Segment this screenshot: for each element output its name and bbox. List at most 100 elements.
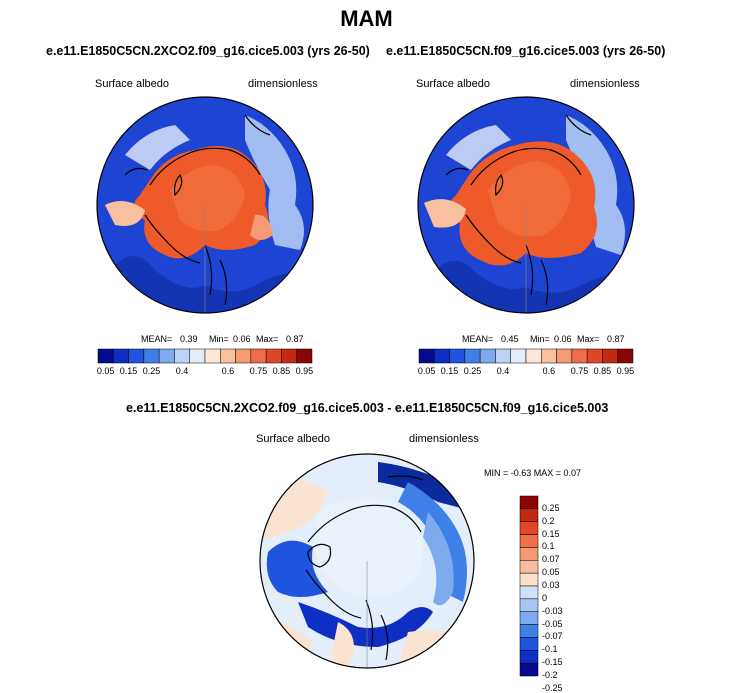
- colorbar-swatch: [519, 611, 539, 625]
- colorbar-tick-label: -0.03: [542, 605, 563, 616]
- colorbar-tick-label: -0.2: [542, 670, 558, 680]
- colorbar-tick-label: 0.05: [542, 567, 560, 578]
- colorbar-swatch: [464, 348, 481, 364]
- colorbar-tick-label: 0.15: [542, 528, 560, 539]
- colorbar-swatch: [519, 534, 539, 548]
- diff-variable-label: Surface albedo: [256, 433, 330, 445]
- colorbar-swatch: [158, 348, 175, 364]
- colorbar-tick-label: 0.6: [221, 366, 235, 376]
- left-mean-label: MEAN=: [141, 334, 173, 344]
- colorbar-swatch: [113, 348, 129, 364]
- colorbar-swatch: [128, 348, 145, 364]
- colorbar-tick-label: -0.25: [542, 682, 563, 693]
- colorbar-swatch: [541, 348, 557, 364]
- right-case-title: e.e11.E1850C5CN.f09_g16.cice5.003 (yrs 2…: [386, 44, 666, 58]
- right-min-label: Min=: [530, 334, 550, 344]
- colorbar-swatch: [556, 348, 573, 364]
- right-polar-map: [417, 96, 635, 314]
- left-max-value: 0.87: [286, 334, 304, 344]
- colorbar-swatch: [519, 624, 539, 638]
- left-units-label: dimensionless: [248, 78, 318, 90]
- colorbar-tick-label: 0.25: [142, 366, 161, 376]
- right-max-value: 0.87: [607, 334, 625, 344]
- colorbar-tick-label: 0.95: [616, 366, 635, 376]
- right-min-value: 0.06: [554, 334, 572, 344]
- colorbar-tick-label: 0.15: [440, 366, 459, 376]
- colorbar-tick-label: 0.25: [463, 366, 482, 376]
- colorbar-tick-label: -0.1: [542, 644, 558, 655]
- colorbar-tick-label: 0.03: [542, 580, 560, 590]
- colorbar-tick-label: 0.07: [542, 554, 560, 565]
- colorbar-tick-label: 0.6: [542, 366, 556, 376]
- colorbar-swatch: [519, 598, 539, 612]
- diff-range-text: MIN = -0.63 MAX = 0.07: [484, 468, 582, 478]
- colorbar-swatch: [519, 560, 539, 574]
- colorbar-swatch: [143, 348, 160, 364]
- colorbar-swatch: [418, 348, 435, 364]
- colorbar-swatch: [204, 348, 221, 364]
- colorbar-tick-label: 0.75: [570, 366, 589, 376]
- colorbar-swatch: [519, 547, 539, 561]
- colorbar-swatch: [250, 348, 267, 364]
- left-colorbar: [97, 348, 313, 364]
- colorbar-swatch: [281, 348, 297, 364]
- colorbar-swatch: [525, 348, 542, 364]
- left-max-label: Max=: [256, 334, 279, 344]
- right-colorbar-labels: 0.05 0.15 0.25 0.4 0.6 0.75 0.85 0.95: [418, 366, 635, 378]
- colorbar-swatch: [97, 348, 114, 364]
- figure-title: MAM: [340, 6, 393, 31]
- colorbar-tick-label: 0.95: [295, 366, 314, 376]
- left-mean-value: 0.39: [180, 334, 198, 344]
- colorbar-swatch: [519, 662, 539, 677]
- left-variable-label: Surface albedo: [95, 78, 169, 90]
- colorbar-tick-label: 0.25: [542, 502, 560, 513]
- right-mean-value: 0.45: [501, 334, 519, 344]
- colorbar-tick-label: 0.1: [542, 541, 555, 552]
- colorbar-swatch: [519, 650, 539, 664]
- colorbar-tick-label: 0.15: [119, 366, 138, 376]
- colorbar-swatch: [479, 348, 496, 364]
- right-variable-label: Surface albedo: [416, 78, 490, 90]
- right-units-label: dimensionless: [570, 78, 640, 90]
- colorbar-swatch: [235, 348, 252, 364]
- colorbar-tick-label: -0.05: [542, 618, 563, 629]
- colorbar-swatch: [220, 348, 236, 364]
- colorbar-swatch: [602, 348, 618, 364]
- left-colorbar-labels: 0.05 0.15 0.25 0.4 0.6 0.75 0.85 0.95: [96, 366, 314, 378]
- colorbar-swatch: [519, 521, 539, 535]
- colorbar-swatch: [449, 348, 466, 364]
- right-colorbar: [418, 348, 634, 364]
- left-polar-map: [96, 96, 314, 314]
- right-max-label: Max=: [577, 334, 600, 344]
- diff-polar-map: [259, 453, 475, 669]
- colorbar-swatch: [519, 495, 539, 510]
- diff-colorbar-labels: 0.25 0.2 0.15 0.1 0.07 0.05 0.03 0 -0.03 -0.05 -0.…: [542, 496, 582, 693]
- colorbar-tick-label: 0.85: [593, 366, 612, 376]
- colorbar-tick-label: 0.05: [96, 366, 115, 376]
- colorbar-swatch: [189, 348, 206, 364]
- colorbar-swatch: [519, 508, 539, 522]
- colorbar-swatch: [617, 348, 634, 364]
- colorbar-tick-label: 0.4: [496, 366, 510, 376]
- left-min-value: 0.06: [233, 334, 251, 344]
- left-min-label: Min=: [209, 334, 229, 344]
- colorbar-swatch: [510, 348, 527, 364]
- colorbar-tick-label: 0: [542, 592, 548, 603]
- colorbar-swatch: [519, 585, 539, 600]
- colorbar-swatch: [519, 637, 539, 651]
- colorbar-swatch: [519, 572, 539, 587]
- colorbar-tick-label: 0.85: [272, 366, 291, 376]
- colorbar-swatch: [296, 348, 313, 364]
- diff-title: e.e11.E1850C5CN.2XCO2.f09_g16.cice5.003 …: [126, 401, 609, 415]
- left-case-title: e.e11.E1850C5CN.2XCO2.f09_g16.cice5.003 …: [46, 44, 370, 58]
- diff-colorbar: [519, 495, 539, 677]
- colorbar-swatch: [495, 348, 511, 364]
- colorbar-swatch: [174, 348, 190, 364]
- colorbar-tick-label: -0.15: [542, 657, 563, 668]
- colorbar-tick-label: 0.4: [175, 366, 189, 376]
- colorbar-tick-label: 0.75: [249, 366, 268, 376]
- colorbar-tick-label: 0.2: [542, 515, 555, 526]
- colorbar-swatch: [434, 348, 450, 364]
- colorbar-swatch: [265, 348, 282, 364]
- colorbar-tick-label: -0.07: [542, 631, 563, 642]
